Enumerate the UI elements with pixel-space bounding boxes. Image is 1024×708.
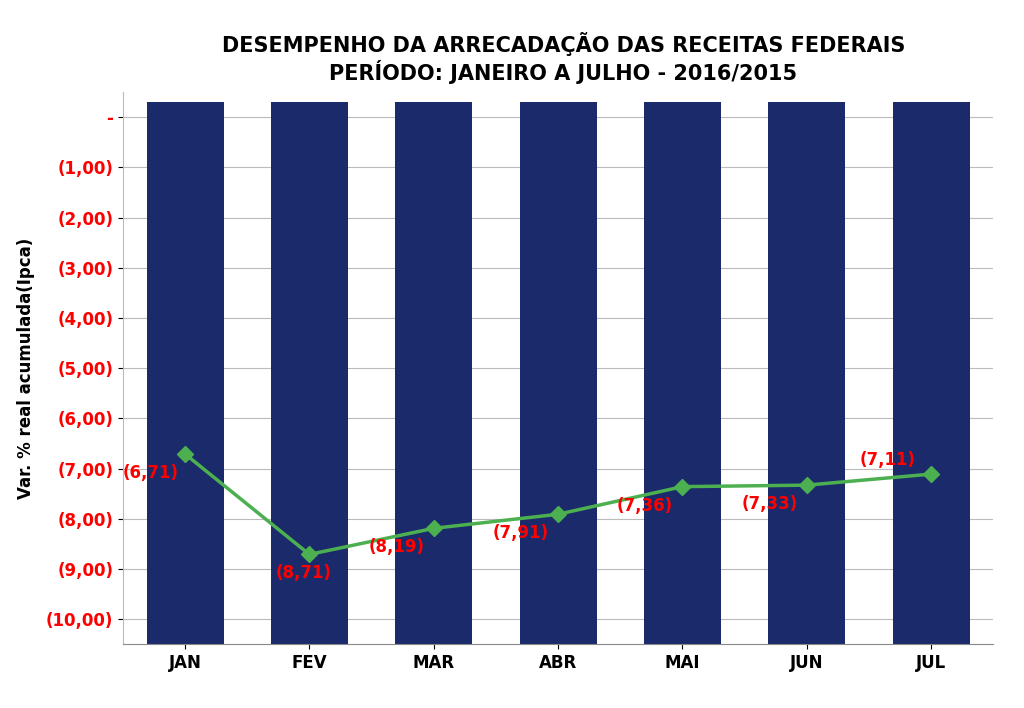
Bar xyxy=(270,102,348,644)
Text: (7,33): (7,33) xyxy=(741,495,798,513)
Bar xyxy=(893,102,970,644)
Text: (7,36): (7,36) xyxy=(617,497,673,515)
Bar xyxy=(395,102,472,644)
Text: (6,71): (6,71) xyxy=(122,464,178,482)
Text: (7,11): (7,11) xyxy=(859,451,915,469)
Text: PERÍODO: JANEIRO A JULHO - 2016/2015: PERÍODO: JANEIRO A JULHO - 2016/2015 xyxy=(329,60,798,84)
Bar xyxy=(644,102,721,644)
Text: (8,19): (8,19) xyxy=(369,538,424,556)
Y-axis label: Var. % real acumulada(Ipca): Var. % real acumulada(Ipca) xyxy=(16,238,35,498)
Bar xyxy=(768,102,846,644)
Bar xyxy=(519,102,597,644)
Text: (8,71): (8,71) xyxy=(275,564,331,583)
Bar xyxy=(146,102,223,644)
Text: DESEMPENHO DA ARRECADAÇÃO DAS RECEITAS FEDERAIS: DESEMPENHO DA ARRECADAÇÃO DAS RECEITAS F… xyxy=(221,32,905,56)
Text: (7,91): (7,91) xyxy=(493,525,549,542)
